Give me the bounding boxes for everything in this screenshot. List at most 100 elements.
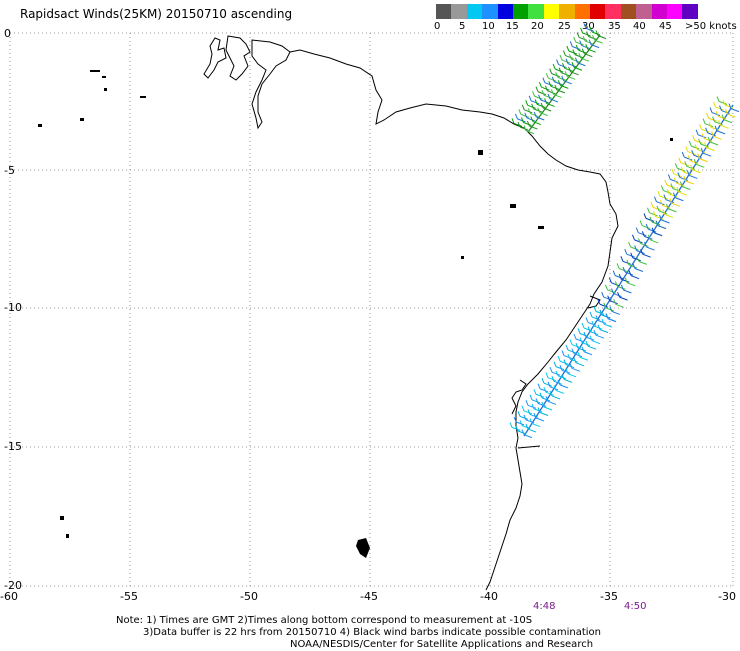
wind-barb [659,195,669,200]
wind-barb [671,202,681,207]
wind-barb [583,351,593,356]
wind-barb-feather [613,299,617,305]
legend-tick-35: 35 [608,21,621,32]
legend-tick-30: 30 [582,21,595,32]
wind-barb [527,428,537,433]
wind-barb [520,113,530,118]
wind-barb-feather [618,274,622,280]
wind-barb [670,178,679,183]
wind-barb [628,264,638,269]
wind-barb-feather [521,429,525,435]
wind-barb-feather [707,136,711,143]
wind-barb-feather [581,322,585,329]
wind-barb-feather [569,339,573,345]
wind-barb [559,384,569,389]
wind-barb-feather [589,335,593,341]
wind-barb-feather [685,146,689,152]
wind-barb [536,116,545,121]
wind-barb-feather [643,241,647,248]
wind-barb-feather [531,403,535,410]
wind-barb-feather [551,76,555,82]
wind-barb [689,174,698,179]
wind-barb [664,213,674,218]
wind-barb-feather [586,31,590,37]
wind-barb [680,162,689,167]
wind-barb-feather [699,124,703,130]
wind-barb-feather [549,366,553,373]
wind-barb-feather [637,238,641,244]
wind-barb-feather [630,252,634,258]
wind-barb [587,48,596,53]
wind-barb-feather [649,216,653,223]
wind-barb-feather [683,175,687,182]
wind-barb-feather [593,329,597,336]
island-4 [80,118,84,121]
wind-barb-feather [583,331,587,338]
wind-barb-feather [555,370,559,376]
pass-time-1: 4:48 [533,601,556,612]
wind-barb [549,386,559,391]
wind-barb [646,246,655,251]
wind-barb-feather [533,389,537,395]
wind-barb-feather [577,328,581,334]
wind-barb [537,402,547,407]
wind-barb-feather [653,211,656,217]
wind-barb [699,158,708,163]
coastline [203,35,619,591]
wind-barb [669,193,678,198]
wind-barb [594,39,603,44]
wind-barb-feather [545,72,549,79]
legend-tick-0: 0 [434,21,441,32]
wind-barb [692,169,701,174]
wind-barb-feather [631,234,635,241]
wind-barb [525,130,535,135]
wind-barb-feather [659,214,662,221]
wind-barb [521,425,531,429]
wind-barb [730,108,740,113]
wind-barb-feather [551,376,555,382]
wind-barb-feather [581,346,585,352]
wind-barb-feather [616,263,620,269]
wind-barb-feather [655,220,659,226]
wind-barb-feather [666,188,670,195]
wind-barb-feather [537,407,541,413]
wind-barb-feather [651,227,655,233]
wind-barb [543,406,553,411]
wind-barb [556,89,566,94]
wind-barb-feather [588,39,592,45]
wind-barb-feather [620,284,624,291]
legend-swatch [574,4,590,19]
wind-barb [724,104,734,109]
wind-barb [539,388,549,393]
wind-barb-feather [581,48,585,54]
wind-barb-feather [565,58,569,64]
wind-barb [651,221,661,226]
wind-barb-feather [694,144,698,150]
wind-barb-feather [614,281,618,287]
wind-barb [543,94,553,99]
wind-barb [532,121,542,126]
wind-barb [535,393,545,398]
wind-barb [656,201,665,206]
wind-barb-feather [691,149,695,156]
wind-barb-feather [607,295,611,301]
wind-barb-feather [558,67,562,73]
wind-barb [684,156,693,161]
wind-barb-feather [713,101,716,108]
wind-barb [543,382,553,387]
wind-barb [567,349,577,354]
wind-barb-feather [612,270,616,276]
wind-barb-feather [573,333,577,340]
wind-barb [575,362,585,367]
wind-barb [530,100,540,105]
wind-barb-feather [541,90,545,96]
wind-barb-feather [597,299,601,305]
island-fernando [478,150,483,155]
wind-barb [641,225,651,230]
wind-barb-feather [563,359,567,365]
wind-barb [557,76,566,81]
lon-label-30: -30 [718,590,736,603]
wind-barb-feather [550,89,554,95]
wind-barb-feather [635,227,639,233]
wind-barb [693,154,702,159]
